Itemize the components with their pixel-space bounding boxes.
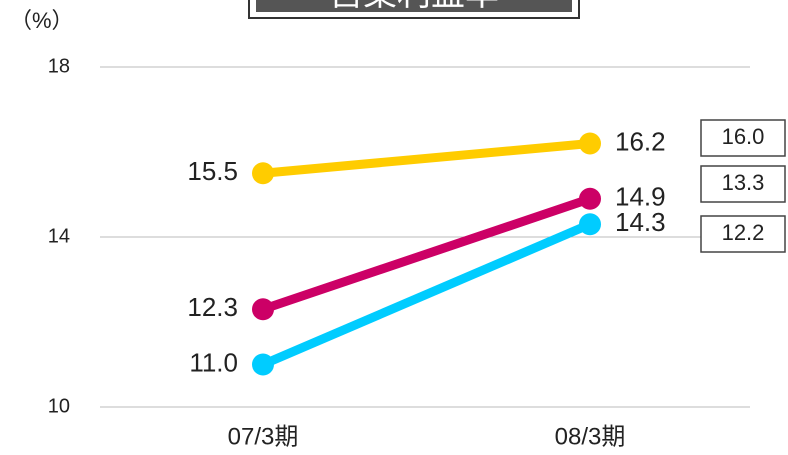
target-box bbox=[700, 165, 786, 203]
data-label: 15.5 bbox=[187, 156, 238, 186]
data-label: 12.3 bbox=[187, 292, 238, 322]
data-label: 14.9 bbox=[615, 182, 666, 212]
y-tick-label: 10 bbox=[48, 395, 70, 417]
y-axis-label: （%） bbox=[10, 8, 74, 33]
target-box bbox=[700, 215, 786, 253]
data-point bbox=[252, 353, 274, 376]
data-label: 14.3 bbox=[615, 207, 666, 237]
series-line bbox=[261, 194, 592, 314]
y-tick-label: 18 bbox=[48, 55, 70, 77]
title-box bbox=[256, 0, 572, 12]
data-label: 16.2 bbox=[615, 126, 666, 156]
x-tick-label: 08/3期 bbox=[555, 423, 626, 450]
target-label: 16.0 bbox=[722, 124, 765, 149]
target-box bbox=[700, 119, 786, 157]
series-line bbox=[261, 220, 592, 369]
chart-title: 営業利益率 bbox=[329, 0, 499, 13]
data-point bbox=[579, 132, 601, 155]
data-point bbox=[579, 213, 601, 236]
series-line bbox=[262, 139, 591, 178]
data-point bbox=[252, 162, 274, 185]
y-tick-label: 14 bbox=[48, 225, 70, 247]
data-point bbox=[579, 187, 601, 210]
data-label: 11.0 bbox=[189, 347, 238, 377]
target-label: 13.3 bbox=[722, 170, 765, 195]
target-label: 12.2 bbox=[722, 220, 765, 245]
data-point bbox=[252, 298, 274, 321]
x-tick-label: 07/3期 bbox=[228, 423, 299, 450]
